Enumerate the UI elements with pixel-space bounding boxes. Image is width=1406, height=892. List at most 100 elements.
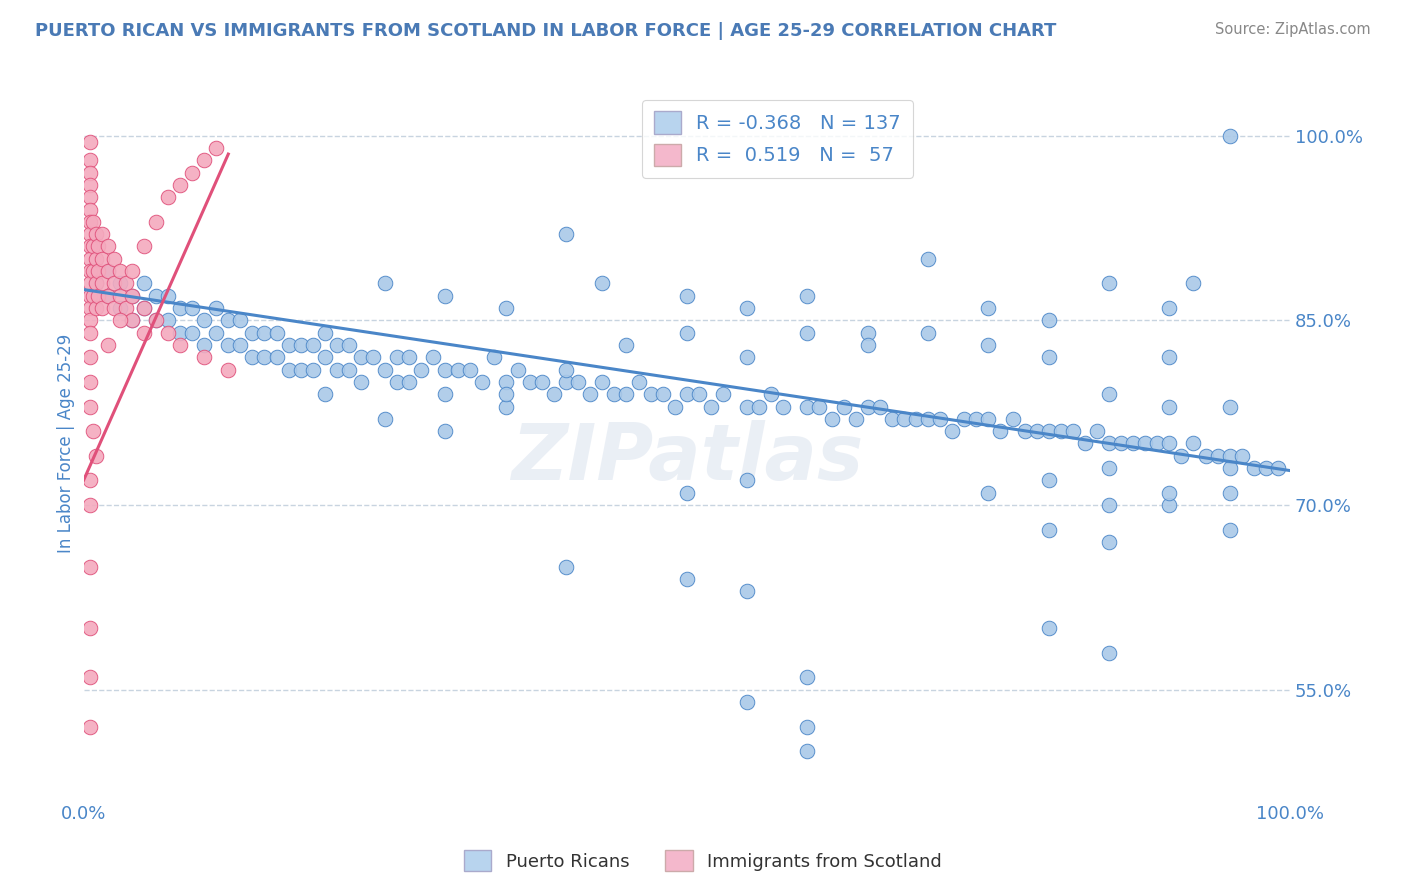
Point <box>193 351 215 365</box>
Point <box>156 190 179 204</box>
Point <box>242 351 264 365</box>
Point <box>79 351 101 365</box>
Point <box>567 375 589 389</box>
Point <box>79 313 101 327</box>
Point <box>579 387 602 401</box>
Point <box>350 375 373 389</box>
Point <box>1098 461 1121 475</box>
Point <box>277 362 299 376</box>
Point <box>1038 523 1060 537</box>
Point <box>977 412 1000 426</box>
Point <box>1098 387 1121 401</box>
Text: ZIPatlas: ZIPatlas <box>510 420 863 496</box>
Point <box>79 135 101 149</box>
Point <box>941 424 963 438</box>
Point <box>229 338 252 352</box>
Point <box>108 289 131 303</box>
Point <box>495 375 517 389</box>
Point <box>1219 400 1241 414</box>
Point <box>796 744 818 758</box>
Point <box>1219 461 1241 475</box>
Point <box>79 670 101 684</box>
Point <box>181 326 204 340</box>
Point <box>84 277 107 291</box>
Point <box>301 362 323 376</box>
Point <box>84 252 107 266</box>
Point <box>1085 424 1108 438</box>
Point <box>1098 277 1121 291</box>
Point <box>796 289 818 303</box>
Point <box>97 289 120 303</box>
Point <box>1219 485 1241 500</box>
Point <box>880 412 903 426</box>
Point <box>79 178 101 192</box>
Point <box>398 375 420 389</box>
Point <box>169 326 191 340</box>
Point <box>132 277 155 291</box>
Point <box>616 338 638 352</box>
Point <box>79 289 101 303</box>
Point <box>893 412 915 426</box>
Point <box>772 400 794 414</box>
Point <box>977 485 1000 500</box>
Point <box>132 326 155 340</box>
Point <box>217 362 239 376</box>
Point <box>266 326 288 340</box>
Point <box>145 289 167 303</box>
Point <box>82 239 104 253</box>
Point <box>1098 535 1121 549</box>
Point <box>929 412 952 426</box>
Point <box>121 289 143 303</box>
Point <box>856 338 879 352</box>
Point <box>1254 461 1277 475</box>
Point <box>1159 436 1181 450</box>
Point <box>79 277 101 291</box>
Point <box>79 239 101 253</box>
Point <box>79 190 101 204</box>
Point <box>145 313 167 327</box>
Point <box>350 351 373 365</box>
Point <box>796 400 818 414</box>
Point <box>97 239 120 253</box>
Point <box>374 412 396 426</box>
Point <box>79 202 101 217</box>
Point <box>1135 436 1157 450</box>
Point <box>1098 498 1121 512</box>
Point <box>1243 461 1265 475</box>
Point <box>1038 424 1060 438</box>
Point <box>711 387 734 401</box>
Point <box>1038 621 1060 635</box>
Point <box>169 338 191 352</box>
Point <box>1170 449 1192 463</box>
Point <box>1049 424 1071 438</box>
Point <box>290 338 312 352</box>
Point <box>156 313 179 327</box>
Point <box>519 375 541 389</box>
Point <box>84 449 107 463</box>
Point <box>82 424 104 438</box>
Point <box>97 264 120 278</box>
Point <box>675 387 697 401</box>
Y-axis label: In Labor Force | Age 25-29: In Labor Force | Age 25-29 <box>58 334 75 553</box>
Point <box>79 165 101 179</box>
Point <box>79 498 101 512</box>
Point <box>314 387 336 401</box>
Point <box>266 351 288 365</box>
Point <box>242 326 264 340</box>
Point <box>1159 351 1181 365</box>
Point <box>121 313 143 327</box>
Point <box>79 252 101 266</box>
Point <box>90 252 112 266</box>
Point <box>79 326 101 340</box>
Point <box>193 338 215 352</box>
Point <box>555 362 578 376</box>
Point <box>735 474 758 488</box>
Point <box>675 289 697 303</box>
Point <box>917 326 939 340</box>
Point <box>156 326 179 340</box>
Point <box>1014 424 1036 438</box>
Point <box>495 301 517 315</box>
Point <box>205 326 228 340</box>
Point <box>132 301 155 315</box>
Point <box>121 313 143 327</box>
